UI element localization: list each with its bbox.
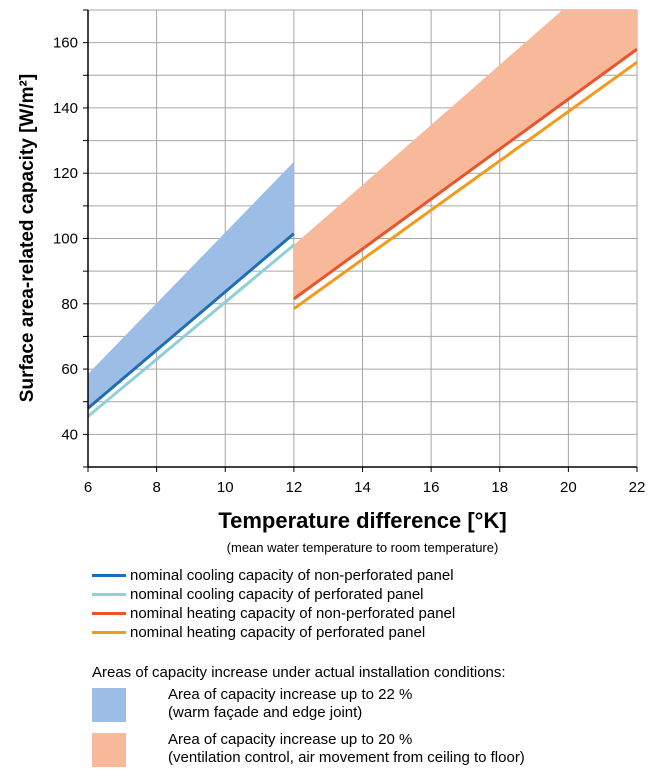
cooling-increase-area [88, 161, 294, 409]
legend-swatch [92, 593, 126, 596]
legend-label: nominal heating capacity of non-perforat… [130, 605, 456, 622]
x-tick-label: 10 [217, 479, 234, 496]
area-swatch-heating [92, 733, 126, 767]
x-axis-label: Temperature difference [°K] [218, 508, 507, 533]
capacity-areas [88, 10, 637, 409]
legend: nominal cooling capacity of non-perforat… [92, 566, 455, 642]
y-tick-label: 160 [53, 35, 78, 52]
y-axis-label: Surface area-related capacity [W/m²] [17, 73, 38, 403]
x-tick-label: 20 [560, 479, 577, 496]
heating-increase-area [293, 10, 637, 299]
x-tick-label: 8 [152, 479, 160, 496]
legend-swatch [92, 631, 126, 634]
area-legend-item: Area of capacity increase up to 20 % (ve… [92, 731, 525, 767]
area-label: Area of capacity increase up to 20 % [168, 731, 413, 748]
y-tick-label: 60 [61, 361, 78, 378]
x-axis-note: (mean water temperature to room temperat… [226, 540, 499, 555]
x-tick-label: 14 [354, 479, 371, 496]
legend-swatch [92, 574, 126, 577]
series-line-3 [292, 47, 637, 301]
legend-item: nominal heating capacity of non-perforat… [92, 604, 455, 623]
series-line-4 [292, 61, 637, 310]
series-lines [88, 47, 637, 418]
x-tick-label: 16 [423, 479, 440, 496]
y-tick-label: 40 [61, 426, 78, 443]
y-tick-label: 140 [53, 100, 78, 117]
y-tick-label: 80 [61, 296, 78, 313]
legend-item: nominal cooling capacity of perforated p… [92, 585, 455, 604]
x-tick-label: 18 [491, 479, 508, 496]
tick-labels: 40 60 80 100 120 140 160 6 8 10 12 14 16 18 20 22 [53, 35, 645, 496]
series-line-2 [88, 243, 295, 418]
area-note: (warm façade and edge joint) [168, 704, 363, 721]
y-tick-label: 120 [53, 165, 78, 182]
legend-swatch [92, 612, 126, 615]
legend-label: nominal heating capacity of perforated p… [130, 624, 426, 641]
x-tick-label: 12 [286, 479, 303, 496]
area-swatch-cooling [92, 688, 126, 722]
area-note: (ventilation control, air movement from … [168, 749, 525, 766]
legend-label: nominal cooling capacity of non-perforat… [130, 567, 454, 584]
x-tick-label: 22 [629, 479, 646, 496]
legend-item: nominal cooling capacity of non-perforat… [92, 566, 455, 585]
legend-item: nominal heating capacity of perforated p… [92, 623, 455, 642]
series-line-1 [88, 232, 295, 410]
axes [83, 9, 638, 472]
y-tick-label: 100 [53, 231, 78, 248]
x-tick-label: 6 [84, 479, 92, 496]
legend-label: nominal cooling capacity of perforated p… [130, 586, 424, 603]
area-label: Area of capacity increase up to 22 % [168, 686, 413, 703]
area-legend-item: Area of capacity increase up to 22 % (wa… [92, 686, 412, 722]
areas-title: Areas of capacity increase under actual … [92, 664, 506, 681]
